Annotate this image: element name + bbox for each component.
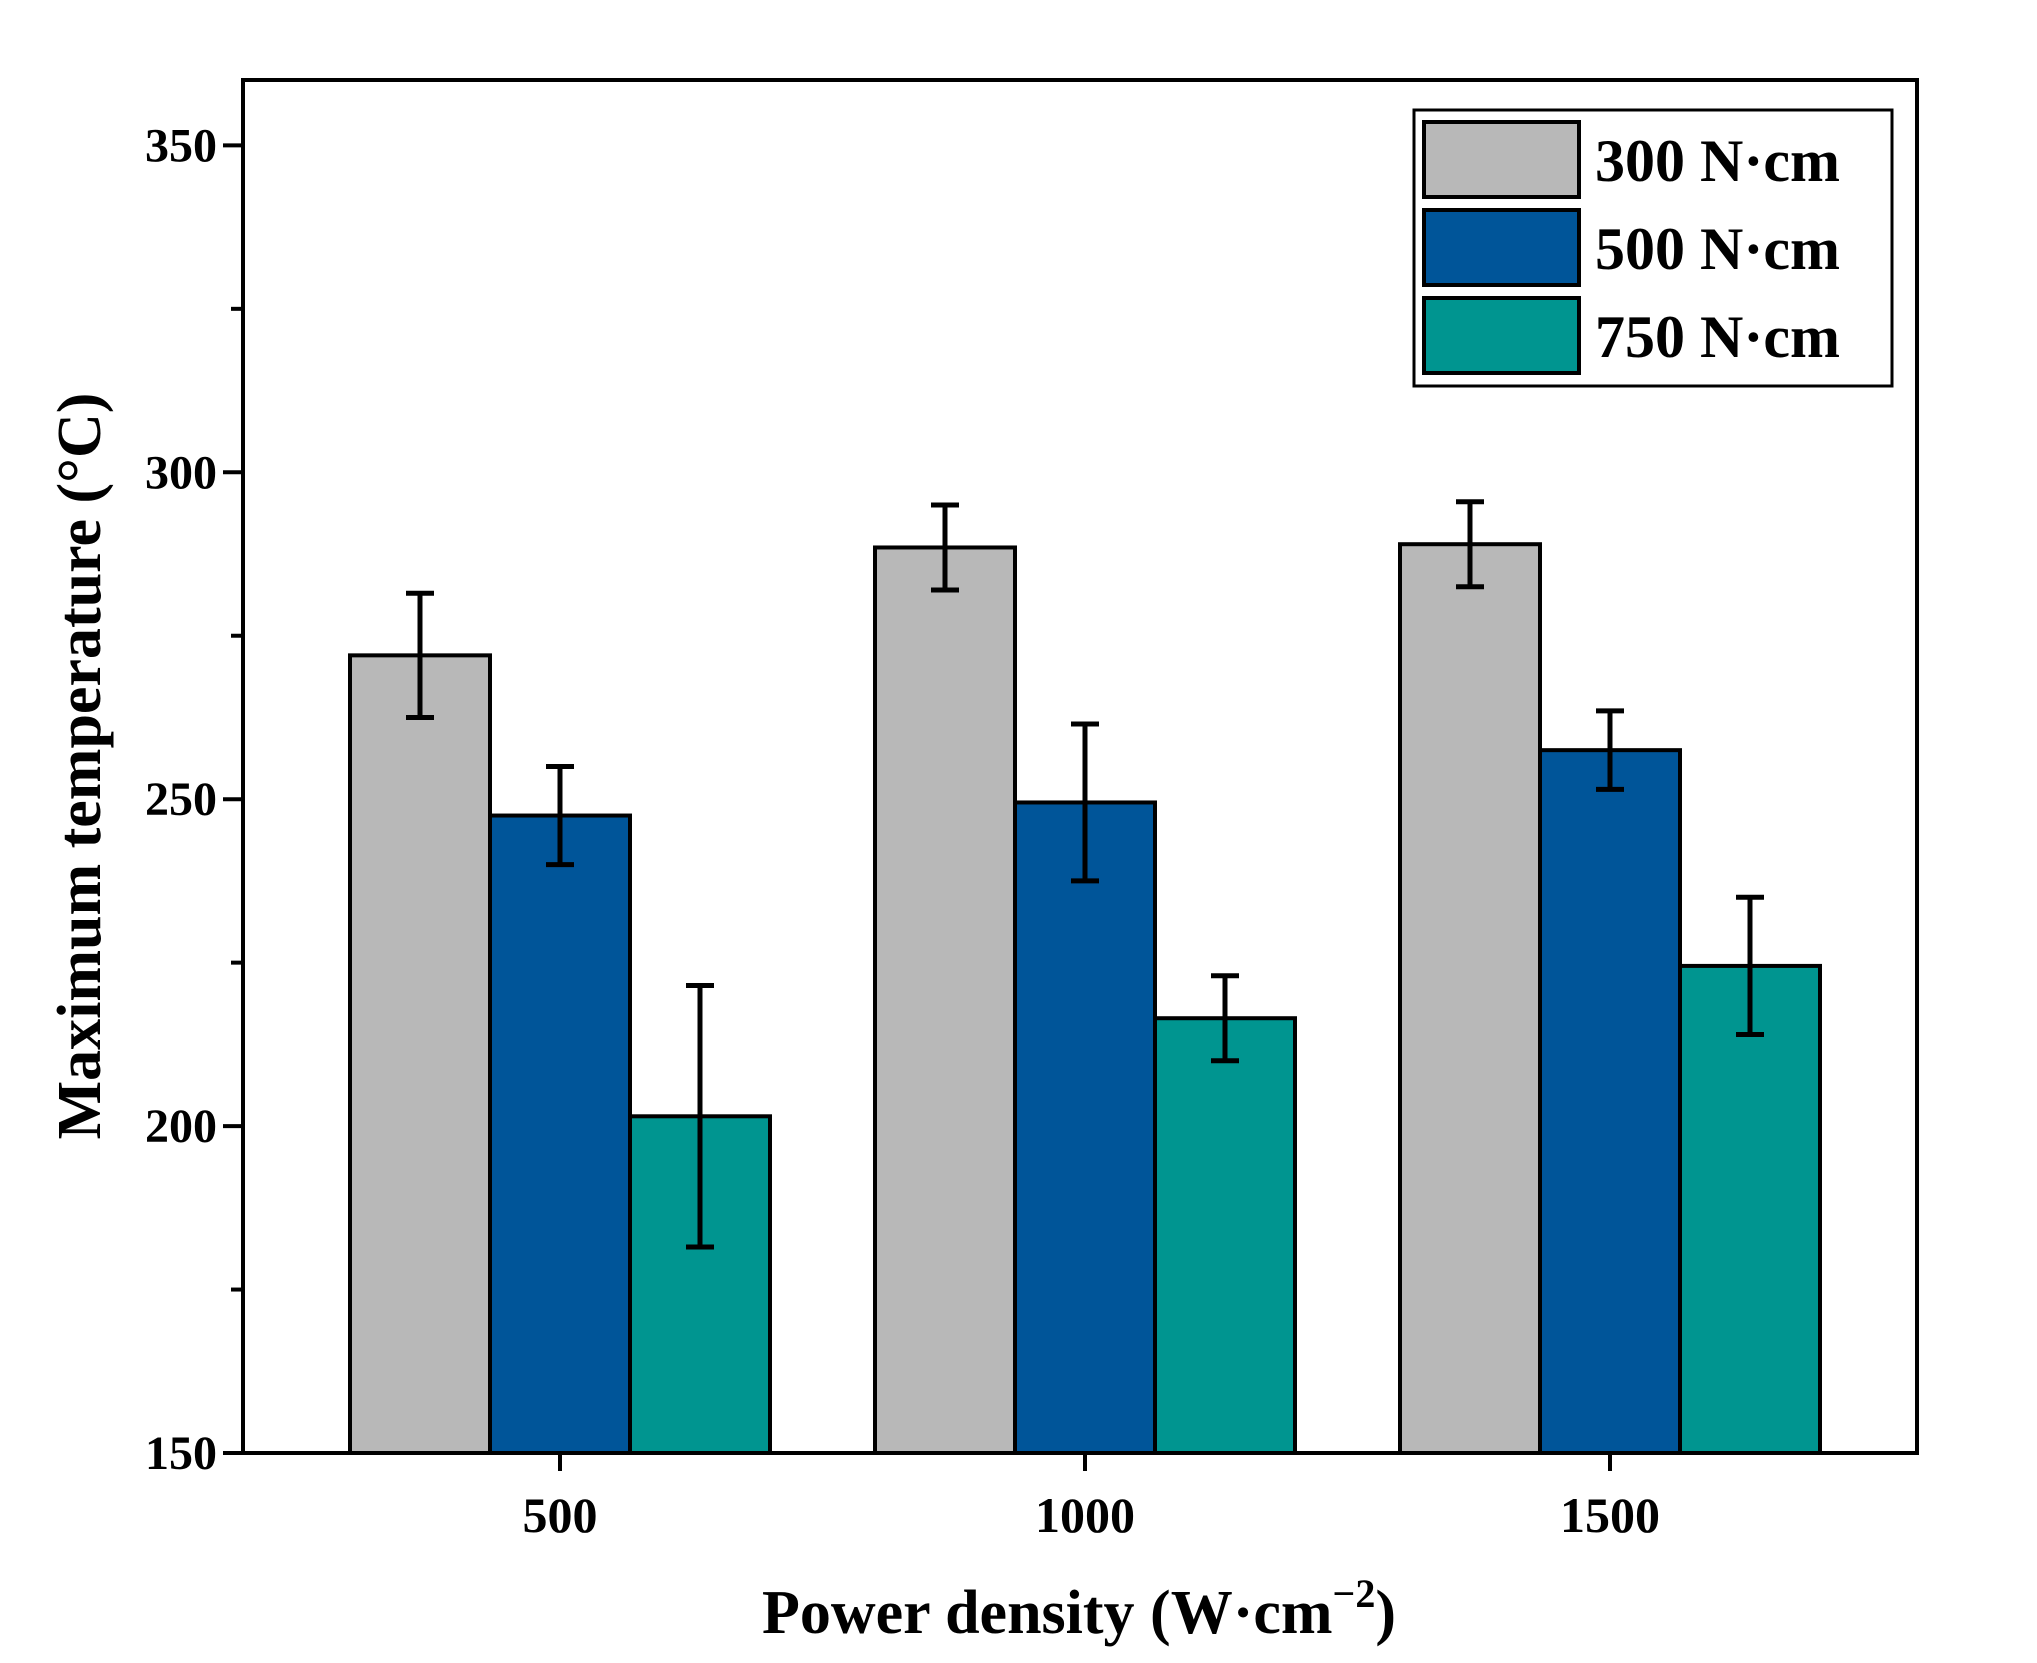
y-tick-label-250: 250 (145, 773, 217, 826)
legend-swatch-750 (1422, 296, 1581, 375)
bar-750-at-1000 (1153, 1016, 1297, 1455)
legend-label-500: 500 N·cm (1595, 216, 1840, 282)
plot-frame (241, 78, 1919, 1455)
y-tick-label-350: 350 (145, 119, 217, 172)
bar-300-at-500 (348, 653, 492, 1455)
x-axis-label: Power density (W·cm−2) (762, 1571, 1396, 1647)
bars-layer (348, 542, 1822, 1456)
x-tick-label-1500: 1500 (1560, 1487, 1660, 1543)
bar-750-at-1500 (1678, 963, 1822, 1456)
x-axis-label-superscript: −2 (1333, 1571, 1376, 1616)
y-tick-label-150: 150 (145, 1427, 217, 1480)
bar-500-at-500 (488, 813, 632, 1455)
bar-500-at-1500 (1538, 748, 1682, 1455)
legend-label-300: 300 N·cm (1595, 128, 1840, 194)
x-axis-label-close: ) (1375, 1579, 1396, 1647)
y-axis-label: Maximum temperature (°C) (46, 393, 114, 1140)
x-tick-label-1000: 1000 (1035, 1487, 1135, 1543)
bar-300-at-1500 (1398, 542, 1542, 1455)
y-axis: 150 200 250 300 350 (145, 119, 243, 1480)
x-axis-label-main: Power density (W·cm (762, 1579, 1333, 1647)
legend: 300 N·cm 500 N·cm 750 N·cm (1412, 108, 1894, 388)
bar-300-at-1000 (873, 545, 1017, 1455)
legend-swatch-300 (1422, 120, 1581, 199)
y-tick-label-200: 200 (145, 1100, 217, 1153)
error-bars-layer (406, 499, 1764, 1250)
y-tick-label-300: 300 (145, 446, 217, 499)
bar-500-at-1000 (1013, 800, 1157, 1455)
legend-label-750: 750 N·cm (1595, 304, 1840, 370)
legend-swatch-500 (1422, 208, 1581, 287)
x-tick-label-500: 500 (523, 1487, 598, 1543)
x-axis: 500 1000 1500 (523, 1453, 1660, 1543)
